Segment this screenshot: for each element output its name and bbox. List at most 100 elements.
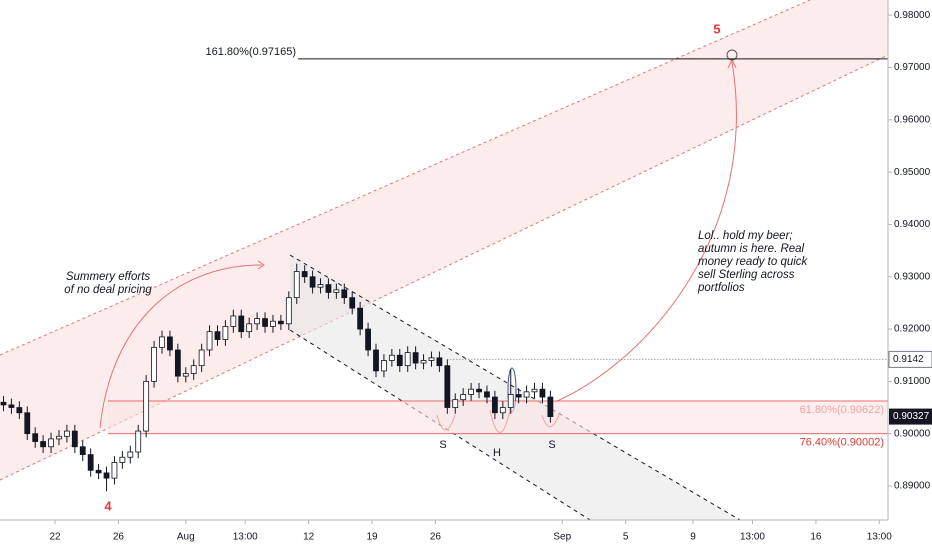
candle-body: [8, 404, 15, 408]
arrow: [554, 61, 737, 403]
candle-body: [127, 451, 134, 458]
note: of no deal pricing: [64, 284, 152, 296]
candle-body: [95, 469, 102, 474]
price-tag-label: 0.90327: [893, 411, 930, 422]
candle-body: [103, 472, 110, 479]
candle-body: [174, 349, 181, 377]
rising-channel: [0, 0, 888, 480]
candle-body: [246, 323, 253, 333]
y-tick-label: 0.93000: [894, 271, 931, 282]
candle-body: [452, 399, 459, 408]
candle-body: [206, 331, 213, 351]
x-tick-label: 26: [113, 532, 125, 543]
candle-body: [143, 380, 150, 432]
candle-body: [182, 373, 189, 377]
y-tick-label: 0.96000: [894, 114, 931, 125]
candle-body: [349, 297, 356, 309]
arrow: [99, 264, 263, 429]
candle-body: [79, 446, 86, 456]
candle-body: [270, 320, 276, 327]
candle-body: [404, 352, 411, 367]
x-tick-label: Aug: [177, 532, 195, 543]
candle-body: [373, 349, 379, 372]
y-tick-label: 0.90000: [894, 428, 931, 439]
pattern-label: S: [548, 439, 555, 451]
fib-label: 161.80%(0.97165): [205, 46, 296, 58]
candle-body: [333, 289, 340, 293]
candle-body: [238, 315, 245, 333]
candle-body: [523, 391, 530, 398]
note: Summery efforts: [66, 271, 151, 283]
y-tick-label: 0.91000: [894, 376, 931, 387]
fib-label: 76.40%(0.90002): [800, 436, 884, 448]
note: money ready to quick: [698, 256, 809, 268]
fib-zone: [108, 401, 888, 434]
candle-body: [539, 388, 546, 398]
plot: 161.80%(0.97165)61.80%(0.90622)76.40%(0.…: [0, 46, 888, 492]
candle-body: [499, 407, 506, 414]
y-tick-label: 0.95000: [894, 167, 931, 178]
x-tick-label: Sep: [553, 532, 571, 543]
x-tick-label: 19: [366, 532, 378, 543]
note: portfolios: [697, 282, 745, 294]
candle-body: [357, 307, 364, 330]
candle-body: [444, 365, 451, 408]
candle-body: [159, 336, 165, 348]
candle-body: [507, 394, 514, 408]
candle-body: [388, 354, 395, 361]
candle-body: [515, 394, 522, 398]
note: sell Sterling across: [698, 269, 795, 281]
candle-body: [277, 320, 284, 325]
x-tick-label: 9: [690, 532, 696, 543]
candle-body: [436, 357, 443, 367]
candle-body: [111, 462, 118, 479]
price-tag: [889, 408, 932, 425]
candle-body: [460, 394, 467, 401]
candle-body: [87, 454, 94, 471]
candle-body: [63, 430, 70, 437]
candle-body: [293, 271, 300, 299]
candle-body: [285, 297, 292, 325]
candle-body: [198, 349, 205, 367]
arrowhead: [257, 260, 265, 270]
pattern-label: S: [439, 439, 446, 451]
candle-body: [317, 284, 324, 288]
target-circle: [726, 49, 738, 61]
note: Lol.. hold my beer;: [698, 230, 793, 242]
y-tick-label: 0.98000: [894, 10, 931, 21]
x-tick-label: 13:00: [233, 532, 258, 543]
candle-body: [476, 388, 482, 393]
candle-body: [301, 271, 308, 278]
candle-body: [119, 456, 126, 463]
candle-body: [381, 360, 387, 372]
candle-body: [48, 438, 54, 448]
y-tick-label: 0.97000: [894, 62, 931, 73]
note: autumn is here. Real: [698, 243, 805, 255]
candle-body: [151, 346, 157, 382]
candle-body: [484, 391, 490, 398]
price-axis: [888, 0, 932, 550]
candle-body: [365, 328, 371, 351]
candle-body: [412, 352, 419, 364]
candle-body: [190, 365, 197, 374]
pattern-label: H: [493, 447, 501, 459]
candle-body: [309, 276, 316, 288]
candle-body: [396, 354, 403, 367]
wave-label: 5: [713, 21, 720, 36]
x-tick-label: 22: [49, 532, 61, 543]
candle-body: [71, 430, 78, 448]
candle-body: [24, 412, 31, 435]
x-tick-label: 16: [810, 532, 822, 543]
candle-body: [56, 435, 62, 440]
candle-body: [135, 430, 142, 453]
price-tag-label: 0.9142: [893, 354, 924, 365]
y-tick-label: 0.92000: [894, 324, 931, 335]
candle-body: [40, 441, 47, 448]
x-tick-label: 26: [430, 532, 442, 543]
candle-body: [16, 407, 23, 414]
price-tag: [888, 350, 932, 368]
candle-body: [0, 401, 7, 406]
x-tick-label: 5: [623, 532, 629, 543]
candle-body: [491, 396, 498, 414]
